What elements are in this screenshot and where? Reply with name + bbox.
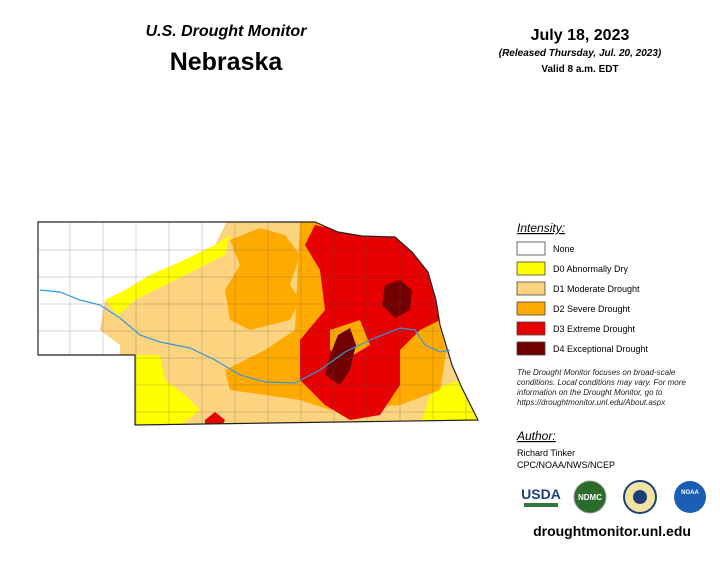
legend-swatch [516, 241, 546, 256]
note-line: The Drought Monitor focuses on broad-sca… [517, 368, 676, 377]
drought-map [38, 222, 478, 425]
map-date: July 18, 2023 [531, 27, 630, 44]
legend-label: D4 Exceptional Drought [553, 344, 649, 354]
legend-swatch [516, 321, 546, 336]
logo: NOAA [681, 490, 699, 496]
legend-swatch [516, 281, 546, 296]
logo: NDMC [578, 493, 602, 502]
logo-bar [524, 503, 558, 507]
legend: None D0 Abnormally Dry D1 Moderate Drought… [516, 241, 649, 356]
logos: USDA NDMC NOAA [521, 480, 706, 514]
river [39, 289, 451, 384]
drought-region [135, 355, 200, 425]
drought-region [382, 280, 412, 318]
author-affiliation: CPC/NOAA/NWS/NCEP [517, 460, 615, 470]
drought-region [205, 412, 225, 425]
drought-region [225, 228, 300, 330]
logo [633, 490, 647, 504]
legend-label: None [553, 244, 575, 254]
note: The Drought Monitor focuses on broad-sca… [517, 368, 686, 407]
logo [573, 480, 607, 514]
note-line: information on the Drought Monitor, go t… [517, 388, 663, 397]
state-outline [37, 221, 479, 426]
note-line: https://droughtmonitor.unl.edu/About.asp… [517, 398, 666, 407]
drought-region [105, 235, 230, 315]
program-title: U.S. Drought Monitor [146, 23, 308, 40]
drought-region [325, 328, 356, 385]
legend-label: D2 Severe Drought [553, 304, 631, 314]
legend-label: D0 Abnormally Dry [553, 264, 629, 274]
legend-title: Intensity: [517, 221, 565, 235]
legend-label: D3 Extreme Drought [553, 324, 636, 334]
footer-url: droughtmonitor.unl.edu [533, 523, 691, 539]
author-name: Richard Tinker [517, 448, 575, 458]
author-title: Author: [516, 429, 556, 443]
logo [674, 481, 706, 513]
legend-label: D1 Moderate Drought [553, 284, 640, 294]
note-line: conditions. Local conditions may vary. F… [517, 378, 686, 387]
drought-region [38, 222, 230, 360]
release-date: (Released Thursday, Jul. 20, 2023) [499, 48, 662, 59]
state-title: Nebraska [170, 48, 284, 76]
legend-swatch [516, 301, 546, 316]
legend-swatch [516, 341, 546, 356]
valid-time: Valid 8 a.m. EDT [541, 64, 618, 75]
logo: USDA [521, 486, 561, 502]
legend-swatch [516, 261, 546, 276]
